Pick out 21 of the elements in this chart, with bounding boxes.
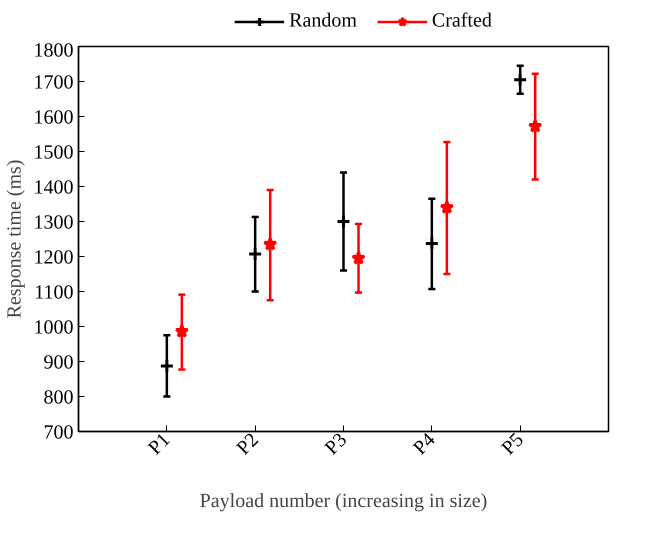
y-tick-label: 1500 [34,142,74,164]
y-tick-label: 800 [44,386,74,408]
y-tick-label: 1000 [34,316,74,338]
y-tick-label: 700 [44,422,74,444]
x-tick-label: P2 [232,428,263,460]
y-tick-label: 1100 [34,282,74,304]
y-tick-label: 1700 [34,72,74,94]
y-tick-label: 1300 [34,212,74,234]
y-tick-label: 1800 [34,40,74,62]
x-axis-title: Payload number (increasing in size) [200,490,488,512]
y-tick-label: 1400 [34,176,74,198]
y-tick-label: 1600 [34,106,74,128]
x-tick-label: P3 [320,428,352,460]
x-tick-label: P5 [497,428,528,460]
legend-label: Random [289,10,357,32]
x-tick-label: P1 [144,428,175,460]
y-tick-label: 900 [44,352,74,374]
legend-label: Crafted [432,10,492,32]
y-tick-label: 1200 [34,246,74,268]
x-tick-label: P4 [409,428,440,460]
y-axis-title: Response time (ms) [4,160,26,318]
